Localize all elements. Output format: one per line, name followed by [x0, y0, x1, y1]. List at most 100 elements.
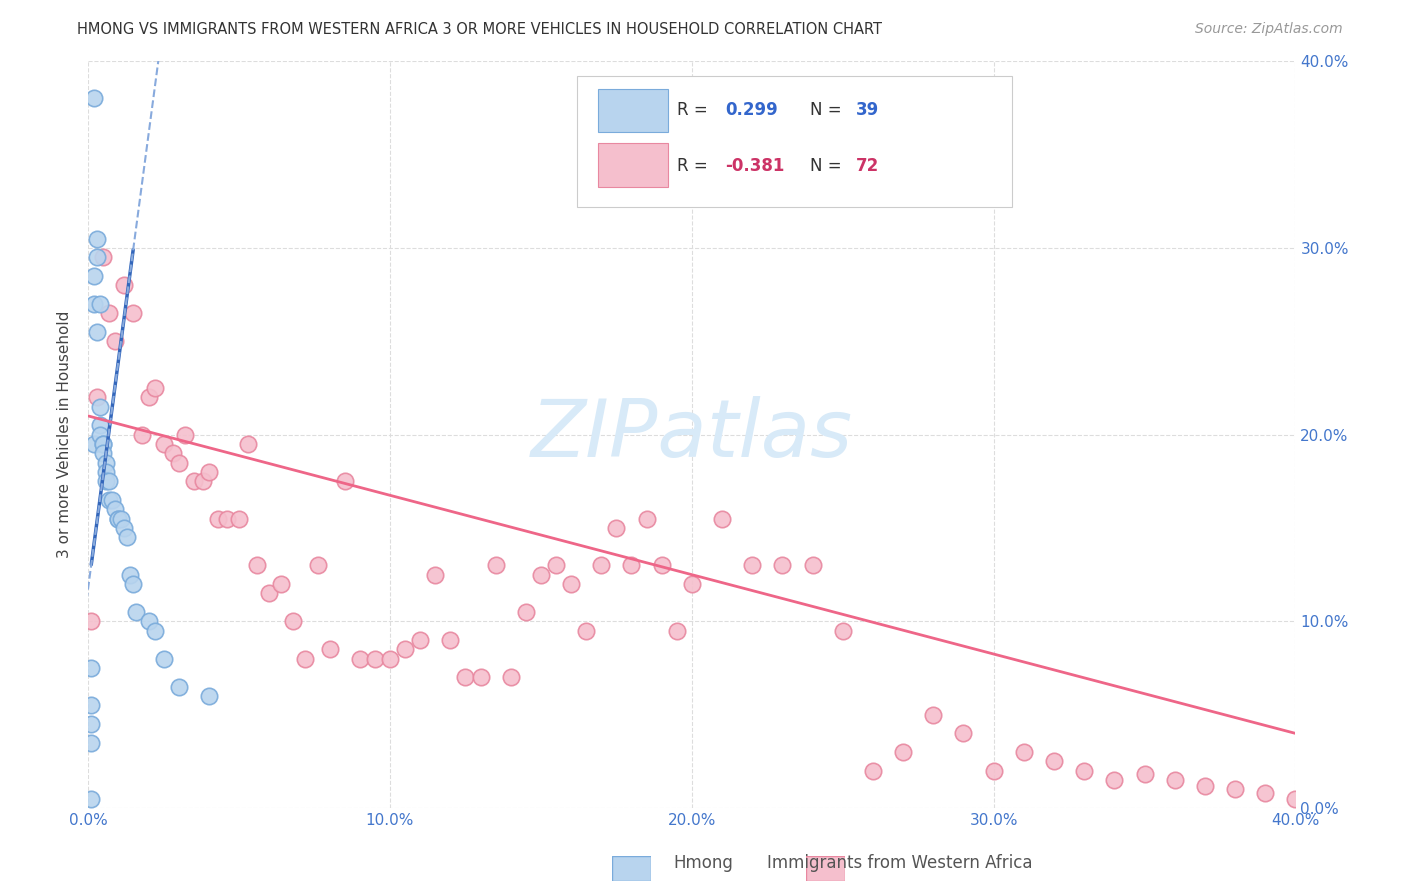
Text: Immigrants from Western Africa: Immigrants from Western Africa	[768, 855, 1032, 872]
Text: Source: ZipAtlas.com: Source: ZipAtlas.com	[1195, 22, 1343, 37]
Point	[1223, 782, 1246, 797]
Point	[246, 558, 269, 573]
Point	[485, 558, 508, 573]
Point	[89, 418, 111, 433]
Point	[425, 567, 447, 582]
Point	[862, 764, 884, 778]
Point	[80, 698, 103, 713]
Point	[101, 493, 124, 508]
Y-axis label: 3 or more Vehicles in Household: 3 or more Vehicles in Household	[58, 311, 72, 558]
Text: Hmong: Hmong	[673, 855, 733, 872]
Point	[86, 325, 108, 339]
Point	[91, 446, 114, 460]
Point	[138, 615, 160, 629]
Point	[409, 633, 432, 648]
Point	[80, 736, 103, 750]
Text: ZIPatlas: ZIPatlas	[530, 396, 853, 474]
Point	[665, 624, 688, 638]
Point	[530, 567, 553, 582]
Point	[605, 521, 627, 535]
Point	[283, 615, 305, 629]
Point	[96, 456, 118, 470]
Point	[162, 446, 184, 460]
Point	[499, 670, 522, 684]
Point	[107, 511, 129, 525]
Point	[104, 334, 127, 349]
Point	[86, 250, 108, 264]
Point	[98, 475, 121, 489]
Point	[122, 306, 145, 320]
Point	[152, 651, 174, 665]
Point	[1133, 767, 1156, 781]
Point	[152, 437, 174, 451]
Point	[83, 297, 105, 311]
FancyBboxPatch shape	[598, 144, 668, 186]
Point	[104, 502, 127, 516]
Point	[167, 680, 190, 694]
Point	[378, 651, 401, 665]
Point	[167, 456, 190, 470]
Point	[439, 633, 461, 648]
Point	[575, 624, 598, 638]
Text: 0.299: 0.299	[725, 101, 779, 119]
Point	[681, 577, 703, 591]
Point	[470, 670, 492, 684]
Point	[307, 558, 329, 573]
Point	[80, 615, 103, 629]
FancyBboxPatch shape	[598, 89, 668, 132]
Text: N =: N =	[810, 157, 846, 175]
Point	[183, 475, 205, 489]
Point	[983, 764, 1005, 778]
Point	[454, 670, 477, 684]
Point	[198, 689, 221, 703]
Point	[318, 642, 340, 657]
Text: N =: N =	[810, 101, 846, 119]
Point	[228, 511, 250, 525]
Point	[560, 577, 582, 591]
Point	[651, 558, 673, 573]
Point	[83, 91, 105, 105]
Point	[952, 726, 974, 740]
Point	[83, 437, 105, 451]
Point	[620, 558, 643, 573]
Point	[1104, 773, 1126, 788]
Point	[544, 558, 567, 573]
Point	[112, 278, 135, 293]
Text: -0.381: -0.381	[725, 157, 785, 175]
Point	[107, 511, 129, 525]
Point	[173, 427, 195, 442]
Point	[1073, 764, 1095, 778]
FancyBboxPatch shape	[576, 76, 1012, 207]
Point	[215, 511, 238, 525]
Point	[294, 651, 316, 665]
Point	[257, 586, 280, 600]
Point	[91, 437, 114, 451]
Point	[270, 577, 292, 591]
Point	[122, 577, 145, 591]
Point	[891, 745, 914, 759]
Point	[80, 791, 103, 805]
Point	[922, 707, 945, 722]
Text: HMONG VS IMMIGRANTS FROM WESTERN AFRICA 3 OR MORE VEHICLES IN HOUSEHOLD CORRELAT: HMONG VS IMMIGRANTS FROM WESTERN AFRICA …	[77, 22, 883, 37]
Point	[125, 605, 148, 619]
Point	[110, 511, 132, 525]
Point	[349, 651, 371, 665]
Point	[86, 231, 108, 245]
Point	[83, 268, 105, 283]
Point	[80, 661, 103, 675]
Point	[91, 437, 114, 451]
Point	[591, 558, 613, 573]
Text: R =: R =	[678, 157, 713, 175]
Text: 72: 72	[856, 157, 879, 175]
Point	[1043, 755, 1066, 769]
Point	[207, 511, 229, 525]
Point	[236, 437, 259, 451]
Point	[394, 642, 416, 657]
Point	[1254, 786, 1277, 800]
Point	[96, 475, 118, 489]
Point	[143, 381, 166, 395]
Point	[89, 427, 111, 442]
Point	[636, 511, 658, 525]
Point	[131, 427, 153, 442]
Point	[120, 567, 142, 582]
